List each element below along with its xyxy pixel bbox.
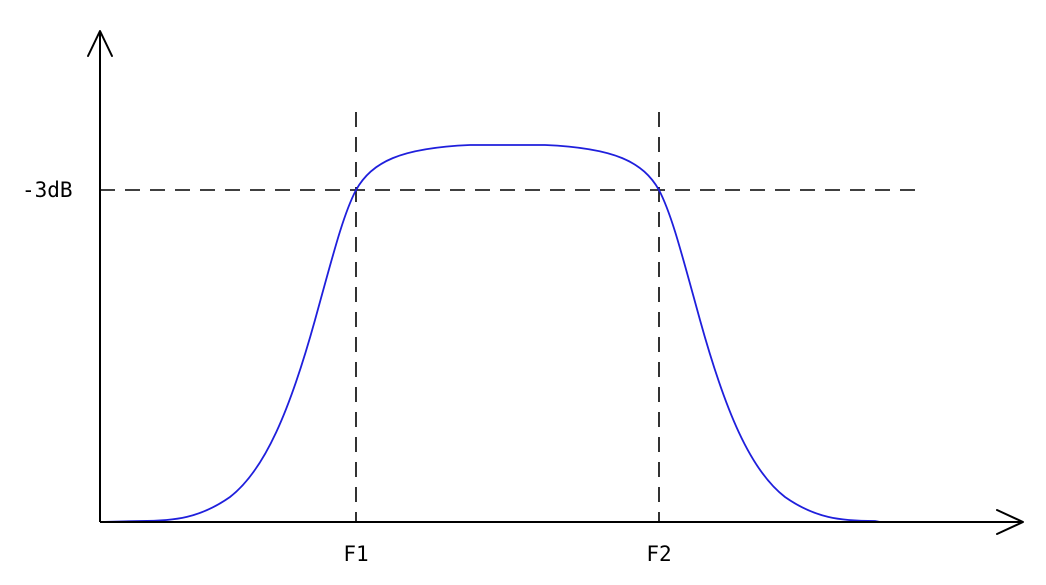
- f2-label: F2: [646, 542, 671, 566]
- x-axis-arrowhead: [996, 509, 1024, 535]
- f1-label: F1: [343, 542, 368, 566]
- y-axis-arrowhead: [87, 30, 113, 57]
- minus-3db-label: -3dB: [22, 178, 73, 202]
- bandpass-response-curve: [99, 144, 881, 523]
